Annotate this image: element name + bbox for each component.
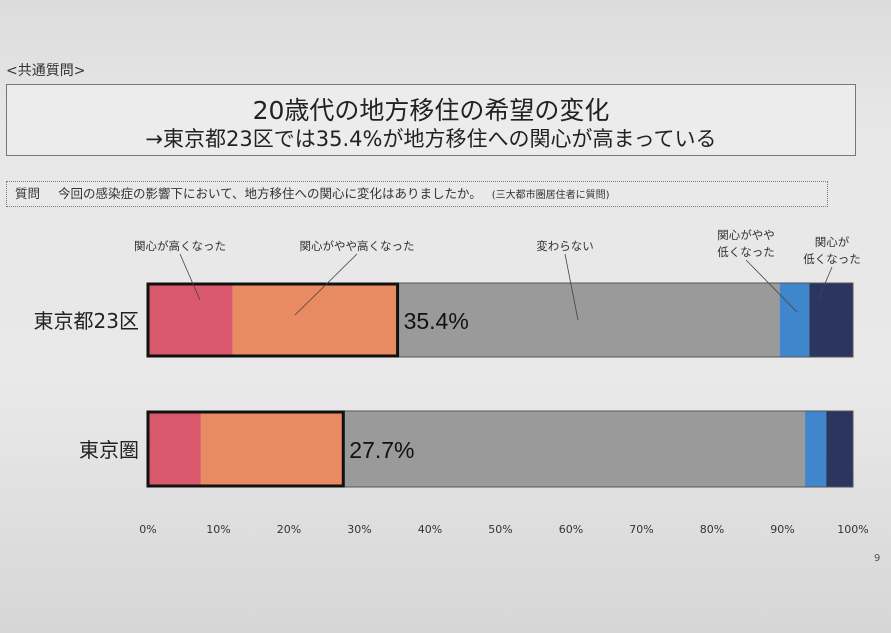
legend-label: 関心が低くなった xyxy=(803,235,861,266)
x-tick-label: 30% xyxy=(347,523,371,536)
bar-segment-somewhat-higher xyxy=(232,283,398,357)
question-note: (三大都市圏居住者に質問) xyxy=(491,190,610,201)
page-number: 9 xyxy=(874,553,881,564)
legend-leader-line xyxy=(564,253,579,321)
x-tick-label: 70% xyxy=(629,523,653,536)
question-box: 質問 今回の感染症の影響下において、地方移住への関心に変化はありましたか。 (三大都… xyxy=(6,181,828,207)
category-label: 東京都23区 xyxy=(34,309,139,333)
legend-label: 関心がやや高くなった xyxy=(300,239,415,253)
bar-segment-somewhat-higher xyxy=(200,411,344,487)
bar-segment-unchanged xyxy=(397,283,780,357)
bar-segment-much-lower xyxy=(826,411,853,487)
x-tick-label: 10% xyxy=(206,523,230,536)
legend-leader-line xyxy=(179,253,201,301)
x-tick-label: 100% xyxy=(837,523,868,536)
x-tick-label: 20% xyxy=(277,523,301,536)
bar-segment-somewhat-lower xyxy=(779,283,810,357)
x-tick-label: 50% xyxy=(488,523,512,536)
bar-segment-unchanged xyxy=(343,411,806,487)
x-tick-label: 80% xyxy=(700,523,724,536)
bar-segment-somewhat-lower xyxy=(805,411,827,487)
question-text: 今回の感染症の影響下において、地方移住への関心に変化はありましたか。 xyxy=(58,186,482,201)
section-label: <共通質問> xyxy=(6,63,86,79)
bar-annotation: 27.7% xyxy=(349,437,414,463)
question-label: 質問 xyxy=(15,186,41,201)
highlight-box xyxy=(146,410,345,488)
legend-label: 関心がやや低くなった xyxy=(717,228,775,259)
bar-annotation: 35.4% xyxy=(404,308,469,334)
legend-label: 変わらない xyxy=(536,239,594,253)
x-tick-label: 90% xyxy=(770,523,794,536)
page-subtitle: →東京都23区では35.4%が地方移住への関心が高まっている xyxy=(145,127,717,151)
highlight-box xyxy=(146,282,400,358)
x-tick-label: 0% xyxy=(139,523,156,536)
legend-leader-line xyxy=(817,266,833,301)
legend-label: 関心が高くなった xyxy=(134,239,226,253)
x-tick-label: 60% xyxy=(559,523,583,536)
title-box: 20歳代の地方移住の希望の変化 →東京都23区では35.4%が地方移住への関心が… xyxy=(6,84,856,156)
page-title: 20歳代の地方移住の希望の変化 xyxy=(252,96,610,125)
bar-segment-much-higher xyxy=(148,411,201,487)
x-tick-label: 40% xyxy=(418,523,442,536)
bar-segment-much-higher xyxy=(148,283,233,357)
legend-leader-line xyxy=(294,253,358,316)
bar-segment-much-lower xyxy=(809,283,853,357)
category-label: 東京圏 xyxy=(79,438,139,462)
legend-leader-line xyxy=(745,259,798,313)
